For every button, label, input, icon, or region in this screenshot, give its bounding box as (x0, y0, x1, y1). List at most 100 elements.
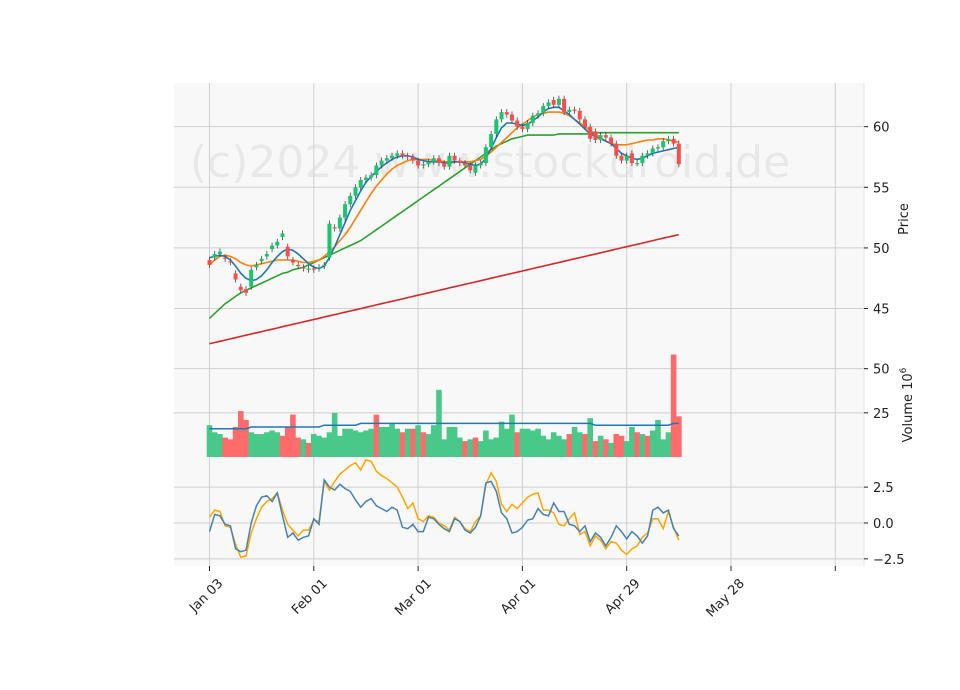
volume-bar (284, 426, 291, 457)
volume-bar (556, 435, 562, 457)
volume-bar (446, 426, 453, 457)
candle-body (509, 114, 514, 121)
x-tick-label: Apr 01 (498, 576, 539, 617)
candle-body (301, 267, 306, 269)
candle-body (369, 175, 374, 178)
volume-bar (576, 432, 583, 457)
volume-bar (399, 432, 406, 457)
candle-body (614, 143, 619, 156)
volume-bar (368, 428, 374, 457)
candle-body (384, 158, 389, 161)
candle-body (572, 109, 577, 111)
candle-body (436, 158, 441, 164)
oscillator-tick-label: 0.0 (873, 517, 894, 532)
oscillator-series-layer (208, 459, 680, 559)
candle-body (358, 180, 363, 188)
candle-body (212, 253, 217, 258)
candle-body (504, 112, 509, 115)
volume-bar (222, 437, 228, 457)
price-series-layer (207, 95, 681, 345)
volume-bar (373, 414, 380, 457)
candle-body (390, 155, 395, 159)
candle-body (343, 204, 348, 218)
x-tick-label: Mar 01 (392, 576, 435, 619)
candle-body (525, 123, 530, 130)
candle-body (629, 153, 634, 164)
volume-bar (550, 432, 557, 457)
candle-body (348, 195, 353, 205)
volume-bar (623, 441, 630, 457)
volume-bar (352, 430, 359, 457)
volume-bar (514, 432, 520, 457)
candle-body (228, 261, 233, 263)
candle-body (515, 120, 520, 127)
volume-bar (248, 432, 255, 457)
candle-body (577, 110, 582, 120)
candle-body (582, 119, 587, 127)
price-panel-background (174, 83, 864, 351)
volume-bar (415, 425, 421, 457)
volume-bar (342, 428, 348, 457)
candle-body (400, 153, 405, 156)
volume-bar (665, 432, 672, 457)
oscillator-tick-label: −2.5 (873, 553, 905, 568)
candle-body (645, 153, 650, 156)
volume-axis-label: Volume 106 (899, 367, 916, 442)
candle-body (238, 286, 243, 291)
candle-body (322, 264, 327, 267)
oscillator-tick-label: 2.5 (873, 481, 894, 496)
candle-body (296, 264, 301, 267)
candle-body (536, 113, 541, 116)
volume-bar (311, 434, 317, 457)
candle-body (530, 115, 535, 124)
volume-bar (467, 439, 474, 457)
volume-bar (206, 425, 213, 457)
candle-body (290, 260, 295, 263)
volume-bar (217, 434, 223, 457)
candle-body (426, 161, 431, 165)
volume-bar (269, 430, 275, 457)
volume-bar (457, 437, 463, 457)
candle-body (468, 165, 473, 171)
candle-body (280, 233, 285, 238)
volume-bar (410, 428, 416, 457)
volume-bar (232, 426, 239, 457)
volume-tick-label: 50 (873, 363, 890, 378)
volume-bar (357, 432, 364, 457)
volume-bar (530, 430, 536, 457)
volume-bar (331, 412, 338, 457)
candle-body (588, 126, 593, 139)
volume-bar (483, 430, 489, 457)
volume-bar (363, 430, 369, 457)
volume-bar (425, 434, 432, 457)
volume-bar (603, 439, 609, 457)
candle-body (676, 143, 681, 165)
volume-bar (582, 434, 588, 457)
candle-body (551, 99, 556, 105)
volume-bar (394, 428, 401, 457)
volume-bar (237, 411, 244, 457)
volume-bar (279, 435, 286, 457)
oscillator-line-b (208, 459, 680, 559)
candle-body (410, 156, 415, 161)
volume-bar (430, 425, 437, 457)
candle-body (567, 109, 572, 113)
volume-bar (676, 416, 682, 457)
candle-body (593, 131, 598, 140)
volume-bar (300, 439, 307, 457)
candle-body (421, 164, 426, 166)
candle-body (431, 158, 436, 162)
volume-bar (618, 435, 625, 457)
volume-bar (258, 434, 265, 457)
volume-bar (592, 441, 599, 457)
candle-body (499, 112, 504, 120)
candle-body (494, 119, 499, 134)
candle-body (520, 126, 525, 130)
candle-body (635, 163, 640, 165)
x-tick-label: May 28 (704, 576, 748, 620)
volume-bar (389, 423, 395, 457)
candle-body (259, 258, 264, 262)
candle-body (598, 135, 603, 140)
candle-body (661, 141, 666, 148)
volume-bar (326, 432, 333, 457)
